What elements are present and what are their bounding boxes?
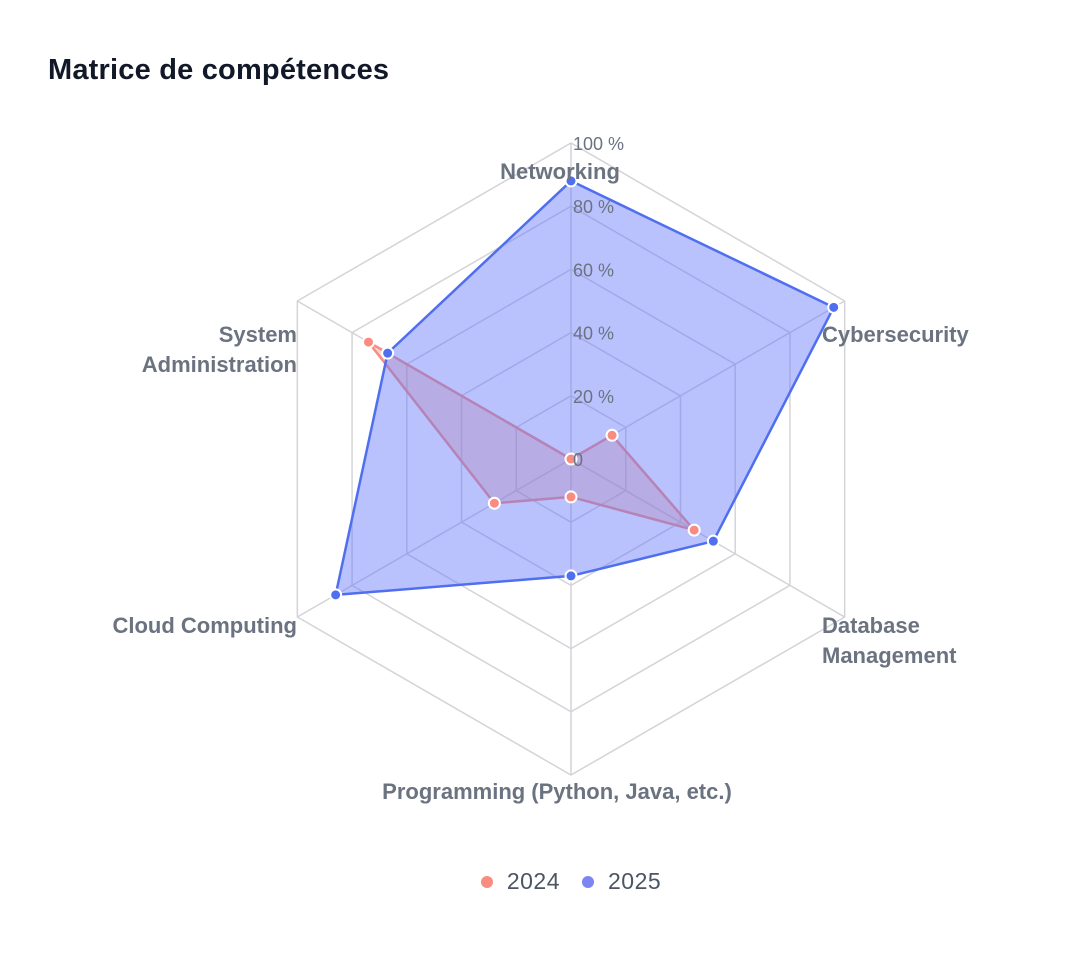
tick-label-2: 40 % (573, 324, 614, 344)
legend-item-2024[interactable]: 2024 (480, 868, 560, 895)
legend-dot-2024 (480, 875, 493, 888)
data-point-2024-0[interactable] (564, 452, 578, 466)
tick-label-4: 80 % (573, 197, 614, 217)
legend-item-2025[interactable]: 2025 (582, 868, 661, 895)
legend: 2024 2025 (0, 868, 1082, 895)
tick-label-1: 20 % (573, 387, 614, 407)
axis-label-1: Cybersecurity (822, 322, 970, 347)
radar-series (329, 174, 841, 602)
tick-label-3: 60 % (573, 260, 614, 280)
tick-label-0: 0 (573, 450, 583, 470)
axis-label-2: Database Management (822, 613, 957, 668)
data-point-2025-0[interactable] (564, 174, 578, 188)
radar-ticks: 0 20 % 40 % 60 % 80 % 100 % (573, 134, 624, 470)
radar-axis-labels: Networking Cybersecurity Database Managemen… (112, 159, 969, 804)
grid-spoke-4 (296, 458, 572, 618)
data-point-2024-1[interactable] (605, 428, 619, 442)
legend-dot-2025 (582, 875, 594, 888)
axis-label-5: System Administration (142, 322, 297, 377)
radar-chart: 0 20 % 40 % 60 % 80 % 100 % Networking Cyberse… (112, 134, 969, 804)
legend-label: 2024 (506, 868, 560, 894)
axis-label-3: Programming (Python, Java, etc.) (382, 779, 732, 804)
data-point-2025-5[interactable] (381, 346, 395, 360)
legend-label: 2025 (608, 868, 662, 894)
data-point-2025-3[interactable] (564, 569, 578, 583)
data-point-2024-5[interactable] (361, 335, 375, 349)
data-point-2025-1[interactable] (827, 300, 841, 314)
chart-title: Matrice de compétences (48, 54, 390, 86)
axis-label-0: Networking (500, 159, 620, 184)
data-point-2024-3[interactable] (564, 490, 578, 504)
data-point-2025-2[interactable] (706, 534, 720, 548)
data-point-2024-4[interactable] (487, 496, 501, 510)
tick-label-5: 100 % (573, 134, 624, 154)
data-point-2024-2[interactable] (687, 523, 701, 537)
data-point-2025-4[interactable] (329, 588, 343, 602)
axis-label-4: Cloud Computing (112, 613, 297, 638)
